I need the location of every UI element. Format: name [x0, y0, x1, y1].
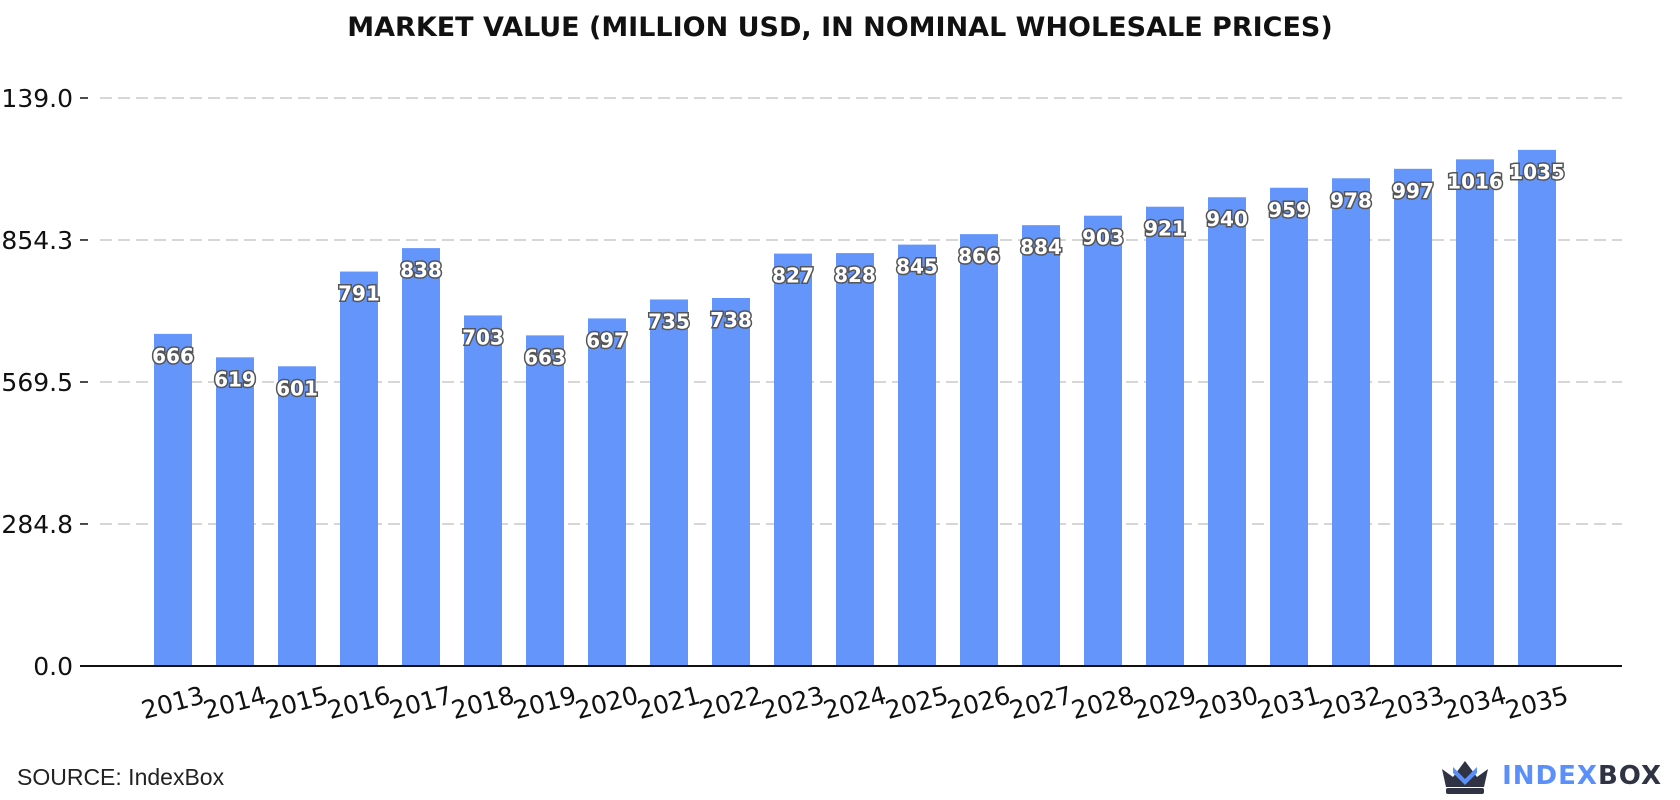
- x-tick-label: 2020: [572, 681, 641, 725]
- x-tick-label: 2028: [1068, 681, 1137, 725]
- x-tick-label: 2032: [1316, 681, 1385, 725]
- x-tick-label: 2015: [262, 681, 331, 725]
- data-label: 828: [834, 263, 876, 287]
- bar: [588, 318, 626, 666]
- bar: [526, 335, 564, 666]
- bar: [898, 244, 936, 666]
- x-tick-label: 2031: [1254, 681, 1323, 725]
- bar: [340, 271, 378, 666]
- y-axis: 0.0 284.8 569.5 854.3 1139.0: [0, 84, 88, 681]
- data-label: 738: [710, 308, 752, 332]
- x-tick-label: 2019: [510, 681, 579, 725]
- data-label: 791: [338, 282, 380, 306]
- x-tick-label: 2018: [448, 681, 517, 725]
- bar: [836, 253, 874, 666]
- logo-text: INDEXBOX: [1502, 761, 1662, 791]
- logo-text-box: BOX: [1597, 761, 1662, 791]
- data-label: 697: [586, 328, 628, 352]
- data-label: 940: [1206, 207, 1248, 231]
- bar: [1022, 225, 1060, 666]
- data-label: 1016: [1447, 169, 1503, 193]
- data-label: 601: [276, 376, 318, 400]
- x-tick-label: 2033: [1378, 681, 1447, 725]
- bar: [1518, 149, 1556, 666]
- x-tick-label: 2034: [1440, 681, 1509, 725]
- data-label: 838: [400, 258, 442, 282]
- data-labels: 666 619 601 791 838 703 663 697 735 738 827 828 845 8…: [151, 158, 1567, 401]
- y-tick-label: 854.3: [1, 226, 73, 255]
- logo-text-index: INDEX: [1502, 761, 1598, 791]
- bars: [154, 149, 1556, 667]
- x-tick-label: 2027: [1006, 681, 1075, 725]
- x-tick-label: 2030: [1192, 681, 1261, 725]
- x-tick-label: 2024: [820, 681, 889, 725]
- indexbox-logo: INDEXBOX: [1440, 756, 1662, 796]
- bar: [960, 234, 998, 666]
- y-tick-label: 284.8: [1, 510, 73, 539]
- x-tick-label: 2016: [324, 681, 393, 725]
- x-tick-label: 2017: [386, 681, 455, 725]
- x-tick-label: 2014: [200, 681, 269, 725]
- bar: [1270, 187, 1308, 667]
- x-tick-label: 2026: [944, 681, 1013, 725]
- data-label: 735: [648, 309, 690, 333]
- x-tick-label: 2035: [1502, 681, 1571, 725]
- bar: [278, 366, 316, 666]
- bar: [154, 333, 192, 666]
- x-tick-label: 2025: [882, 681, 951, 725]
- data-label: 663: [524, 345, 566, 369]
- data-label: 903: [1082, 226, 1124, 250]
- data-label: 845: [896, 255, 938, 279]
- bar: [1332, 178, 1370, 667]
- bar: [1394, 168, 1432, 666]
- bar: [1208, 197, 1246, 667]
- x-axis: 2013201420152016201720182019202020212022…: [80, 665, 1622, 725]
- y-tick-label: 1139.0: [0, 84, 73, 113]
- x-tick-label: 2021: [634, 681, 703, 725]
- crown-icon: [1442, 761, 1489, 794]
- data-label: 921: [1144, 217, 1186, 241]
- data-label: 827: [772, 264, 814, 288]
- bar: [1146, 206, 1184, 667]
- x-tick-label: 2013: [138, 681, 207, 725]
- data-label: 666: [152, 344, 194, 368]
- bar-chart: 666 619 601 791 838 703 663 697 735 738 827 828 845 8…: [0, 84, 1622, 725]
- bar: [774, 253, 812, 666]
- data-label: 997: [1392, 179, 1434, 203]
- y-tick-label: 0.0: [33, 652, 73, 681]
- y-tick-label: 569.5: [1, 368, 73, 397]
- data-label: 1035: [1509, 160, 1565, 184]
- data-label: 866: [958, 244, 1000, 268]
- bar: [1084, 215, 1122, 666]
- data-label: 619: [214, 367, 256, 391]
- bar: [650, 299, 688, 666]
- x-tick-label: 2029: [1130, 681, 1199, 725]
- data-label: 884: [1020, 235, 1062, 259]
- x-tick-label: 2023: [758, 681, 827, 725]
- source-note: SOURCE: IndexBox: [17, 764, 225, 790]
- data-label: 978: [1330, 188, 1372, 212]
- bar: [216, 357, 254, 666]
- x-tick-label: 2022: [696, 681, 765, 725]
- data-label: 703: [462, 325, 504, 349]
- chart-title: MARKET VALUE (MILLION USD, IN NOMINAL WH…: [347, 12, 1333, 43]
- data-label: 959: [1268, 198, 1310, 222]
- bar: [402, 248, 440, 666]
- bar: [1456, 159, 1494, 666]
- bar: [464, 315, 502, 666]
- bar: [712, 297, 750, 666]
